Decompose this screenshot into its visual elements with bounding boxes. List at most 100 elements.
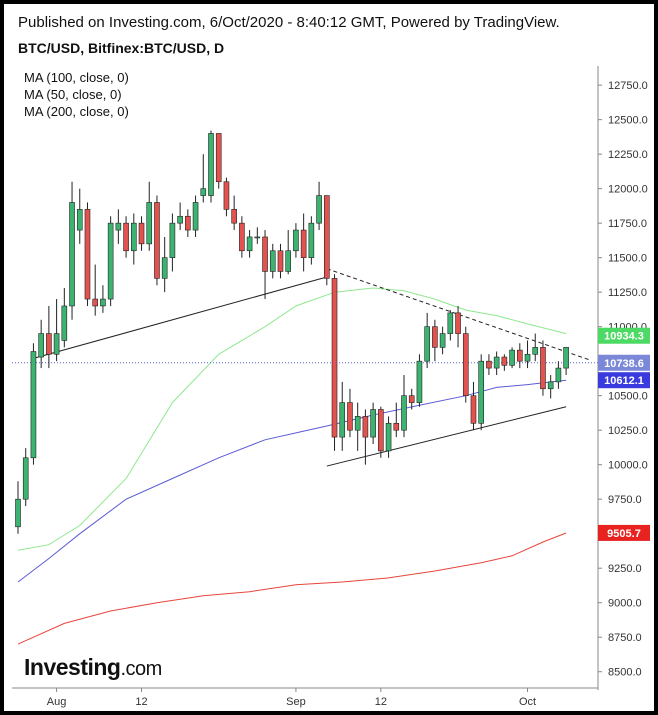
price-label-box [598,327,650,344]
candle [169,222,176,258]
candle [46,333,52,355]
y-tick-label: 8500.0 [608,667,642,679]
y-tick-label: 10500.0 [608,391,648,403]
y-tick-label: 12750.0 [608,80,648,92]
candle [393,422,400,431]
candle [462,333,469,396]
x-tick-label: Sep [286,696,306,708]
candle [269,250,276,272]
candle [447,312,454,334]
y-tick-label: 9000.0 [608,598,642,610]
candle [385,422,392,452]
candle [501,356,508,366]
candle [316,195,322,224]
symbol-title: BTC/USD, Bitfinex:BTC/USD, D [18,40,225,56]
candle [69,202,75,307]
price-label: 10612.1 [604,375,644,387]
y-tick-label: 11750.0 [608,218,647,230]
candle [254,236,261,239]
candle [486,360,492,369]
y-tick-label: 12500.0 [608,115,648,127]
x-tick-label: 12 [135,696,147,708]
candle [100,298,106,307]
candle [347,402,353,431]
candle [185,215,191,231]
candle [115,222,122,231]
x-tick-label: Oct [519,696,536,708]
candle [323,195,330,279]
candle [215,133,222,183]
candle [555,367,562,383]
candle [455,312,461,334]
candle [76,209,83,231]
candle [370,409,376,438]
candle [432,326,438,348]
y-tick-label: 10000.0 [608,460,648,472]
candle [107,222,114,300]
candle [439,333,446,348]
candle [277,250,284,272]
candle [223,181,230,210]
ma100-line [17,379,567,583]
candle [300,229,307,258]
candle [92,298,98,307]
candle [192,202,199,231]
candle [293,229,299,252]
trendline-dashed [326,268,590,361]
y-tick-label: 9750.0 [608,494,642,506]
trendline [326,406,567,467]
candle [131,222,137,252]
price-label-box [598,354,650,371]
candle [524,353,531,362]
investing-logo: Investing.com [24,654,162,680]
x-tick-label: Aug [47,696,67,708]
candle [416,360,423,403]
candle [362,416,369,438]
y-tick-label: 12000.0 [608,184,648,196]
candle [509,349,515,366]
candle [408,395,415,403]
candle [493,356,500,369]
candle [285,250,292,272]
y-tick-label: 9250.0 [608,563,642,575]
y-tick-label: 10250.0 [608,425,648,437]
y-tick-label: 11250.0 [608,287,647,299]
candle [563,347,569,369]
candle [161,257,168,279]
candle [38,333,44,358]
price-label-box [598,372,650,389]
candle [378,409,384,452]
candle [354,416,361,431]
price-label: 10738.6 [604,358,644,370]
candle [331,278,338,438]
candle [138,222,145,245]
candle [231,209,237,224]
candle [246,236,253,252]
legend-ma100: MA (100, close, 0) [24,70,129,85]
candle [53,333,60,355]
candle [401,395,407,431]
y-tick-label: 12250.0 [608,149,648,161]
price-label-box [598,524,650,541]
trendline [33,276,327,359]
candle [547,381,554,390]
candle [61,305,68,341]
candle [30,351,37,459]
candle [339,402,346,438]
candle [470,395,477,424]
candle [532,347,539,355]
candle [123,222,129,252]
candle [424,326,430,362]
published-note: Published on Investing.com, 6/Oct/2020 -… [18,14,560,31]
ma50-line [17,287,567,551]
candle [478,360,485,424]
candle [154,202,160,279]
legend-ma200: MA (200, close, 0) [24,104,129,119]
candle [308,222,315,258]
candle [15,498,21,528]
price-label: 10934.3 [604,331,644,343]
candle [177,215,183,224]
x-tick-label: 12 [375,696,387,708]
candle [208,133,214,196]
